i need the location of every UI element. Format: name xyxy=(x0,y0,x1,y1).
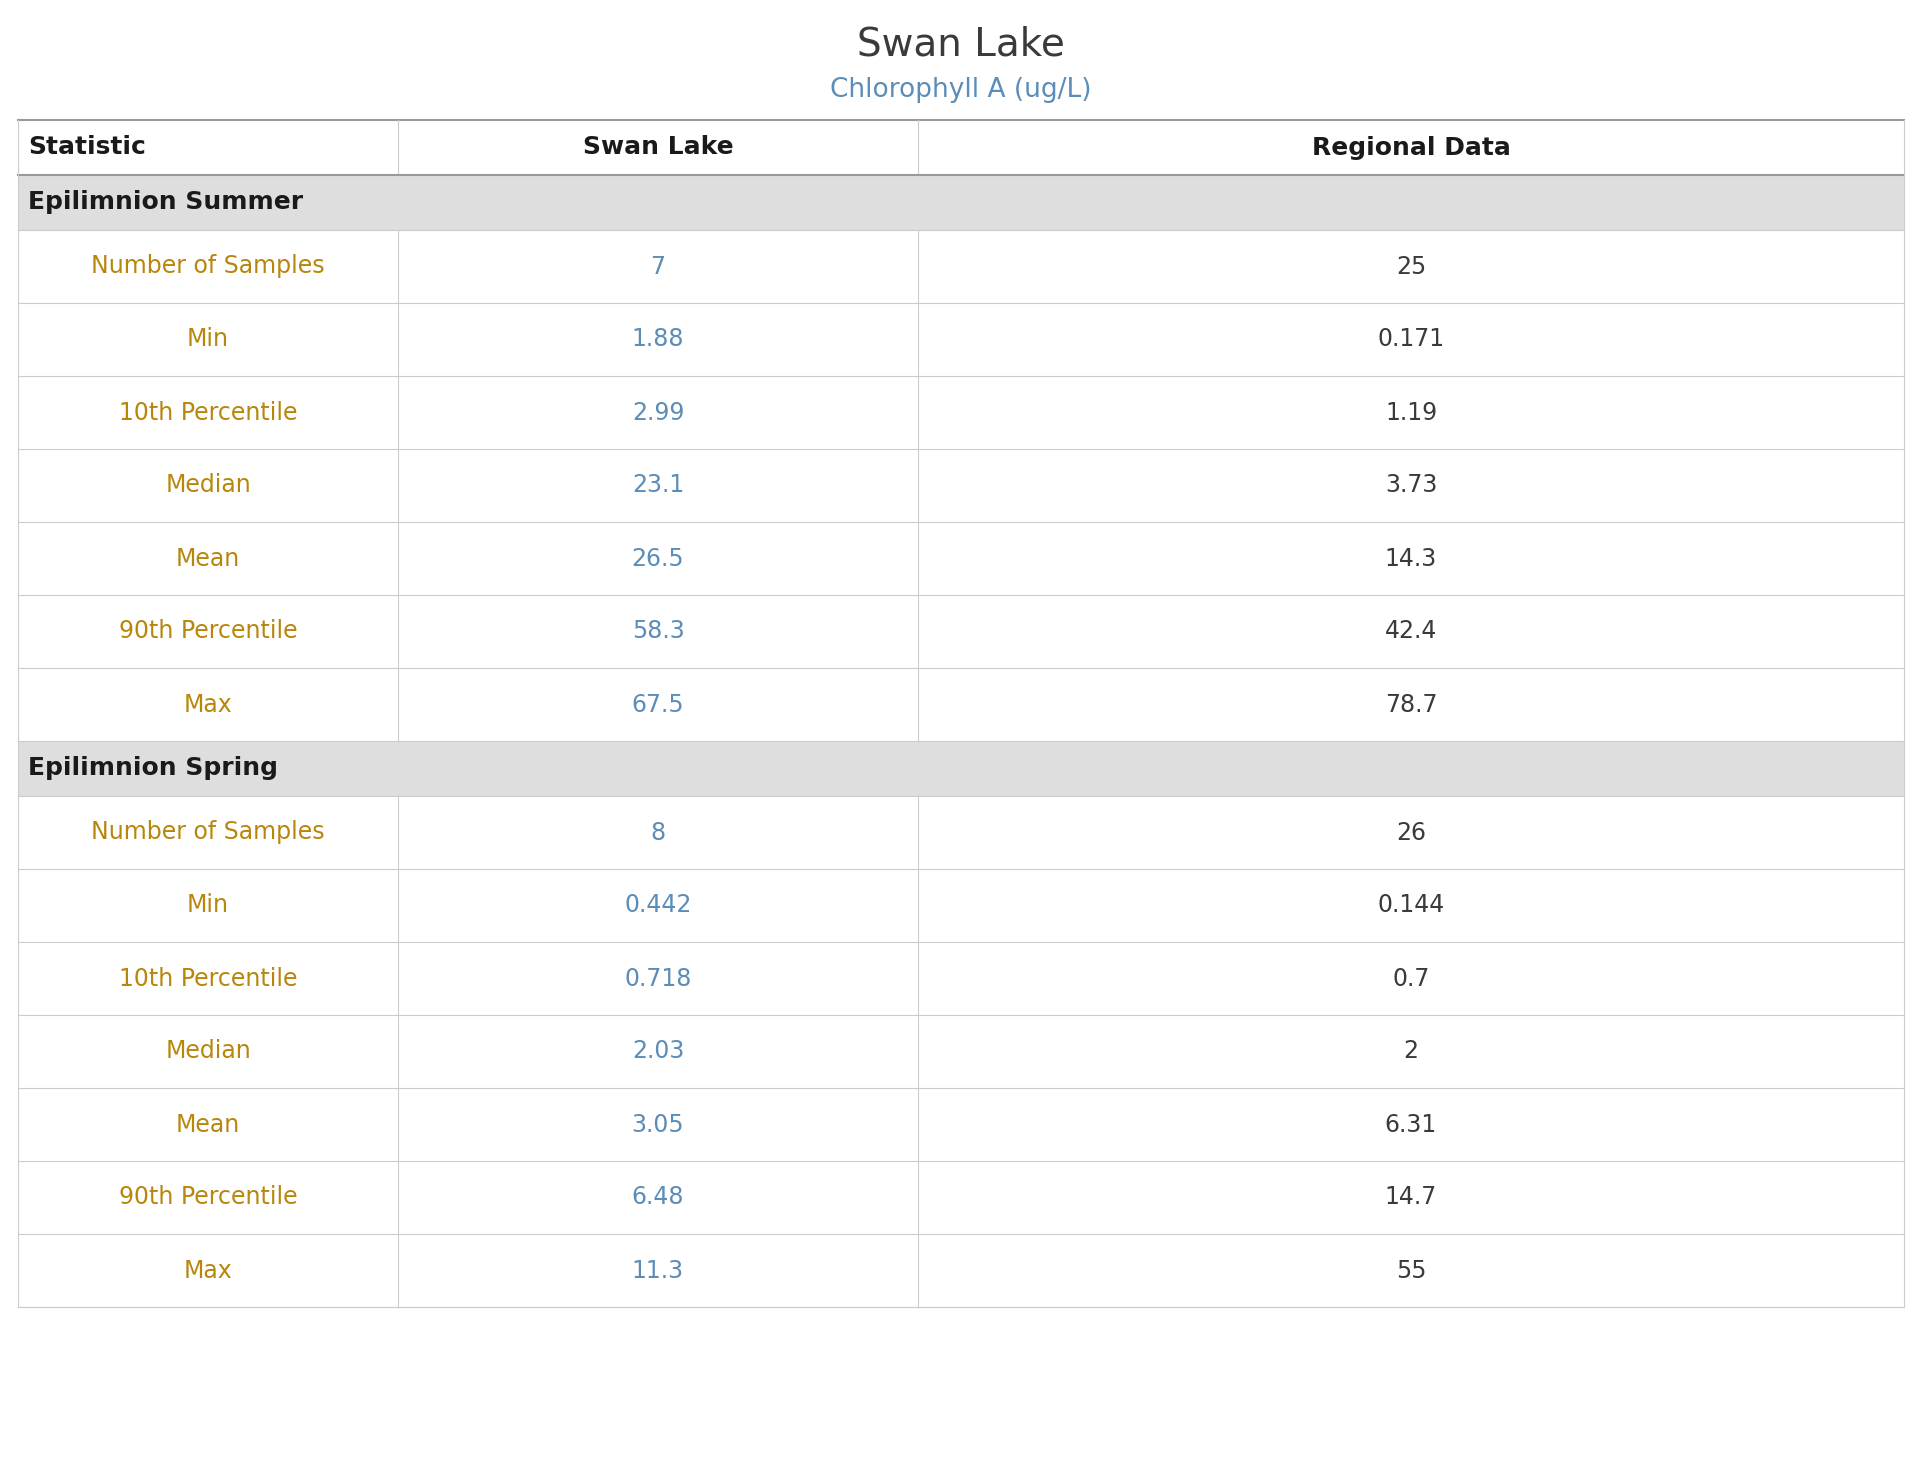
Text: 0.442: 0.442 xyxy=(625,894,692,917)
Text: 6.31: 6.31 xyxy=(1386,1113,1438,1136)
Text: Min: Min xyxy=(186,327,229,352)
Text: Median: Median xyxy=(165,473,252,498)
Text: 8: 8 xyxy=(650,821,665,844)
Text: Mean: Mean xyxy=(177,1113,240,1136)
Text: 0.718: 0.718 xyxy=(625,967,692,990)
Text: Epilimnion Summer: Epilimnion Summer xyxy=(29,190,304,215)
Bar xyxy=(17,596,1905,669)
Text: 7: 7 xyxy=(650,254,665,279)
Text: 26.5: 26.5 xyxy=(632,546,684,571)
Text: 90th Percentile: 90th Percentile xyxy=(119,619,298,644)
Text: Number of Samples: Number of Samples xyxy=(90,821,325,844)
Text: 55: 55 xyxy=(1395,1259,1426,1282)
Text: Min: Min xyxy=(186,894,229,917)
Bar xyxy=(17,1161,1905,1234)
Text: Swan Lake: Swan Lake xyxy=(857,26,1065,64)
Text: 0.144: 0.144 xyxy=(1378,894,1445,917)
Text: Regional Data: Regional Data xyxy=(1311,136,1511,159)
Text: 42.4: 42.4 xyxy=(1386,619,1438,644)
Text: 1.88: 1.88 xyxy=(632,327,684,352)
Text: Mean: Mean xyxy=(177,546,240,571)
Text: 67.5: 67.5 xyxy=(632,692,684,717)
Text: 11.3: 11.3 xyxy=(632,1259,684,1282)
Text: Chlorophyll A (ug/L): Chlorophyll A (ug/L) xyxy=(830,77,1092,104)
Text: Number of Samples: Number of Samples xyxy=(90,254,325,279)
Bar xyxy=(17,942,1905,1015)
Text: 6.48: 6.48 xyxy=(632,1186,684,1209)
Bar xyxy=(17,231,1905,304)
Text: 1.19: 1.19 xyxy=(1386,400,1438,425)
Bar xyxy=(17,1015,1905,1088)
Bar xyxy=(17,175,1905,231)
Text: 26: 26 xyxy=(1395,821,1426,844)
Text: 2.03: 2.03 xyxy=(632,1040,684,1063)
Text: 10th Percentile: 10th Percentile xyxy=(119,967,298,990)
Bar xyxy=(17,1088,1905,1161)
Bar xyxy=(17,796,1905,869)
Bar xyxy=(17,869,1905,942)
Text: Epilimnion Spring: Epilimnion Spring xyxy=(29,756,279,781)
Text: Max: Max xyxy=(185,1259,233,1282)
Text: 90th Percentile: 90th Percentile xyxy=(119,1186,298,1209)
Bar xyxy=(17,742,1905,796)
Bar xyxy=(17,523,1905,596)
Text: 14.7: 14.7 xyxy=(1386,1186,1438,1209)
Text: 0.7: 0.7 xyxy=(1392,967,1430,990)
Text: Statistic: Statistic xyxy=(29,136,146,159)
Text: 14.3: 14.3 xyxy=(1386,546,1438,571)
Text: Swan Lake: Swan Lake xyxy=(582,136,734,159)
Bar xyxy=(17,450,1905,523)
Text: 25: 25 xyxy=(1395,254,1426,279)
Text: 3.05: 3.05 xyxy=(632,1113,684,1136)
Bar xyxy=(17,1234,1905,1307)
Text: 78.7: 78.7 xyxy=(1384,692,1438,717)
Text: Max: Max xyxy=(185,692,233,717)
Text: 2.99: 2.99 xyxy=(632,400,684,425)
Text: Median: Median xyxy=(165,1040,252,1063)
Text: 2: 2 xyxy=(1403,1040,1418,1063)
Text: 10th Percentile: 10th Percentile xyxy=(119,400,298,425)
Text: 3.73: 3.73 xyxy=(1386,473,1438,498)
Text: 58.3: 58.3 xyxy=(632,619,684,644)
Text: 23.1: 23.1 xyxy=(632,473,684,498)
Bar xyxy=(17,669,1905,742)
Bar xyxy=(17,304,1905,377)
Text: 0.171: 0.171 xyxy=(1378,327,1445,352)
Bar xyxy=(17,377,1905,450)
